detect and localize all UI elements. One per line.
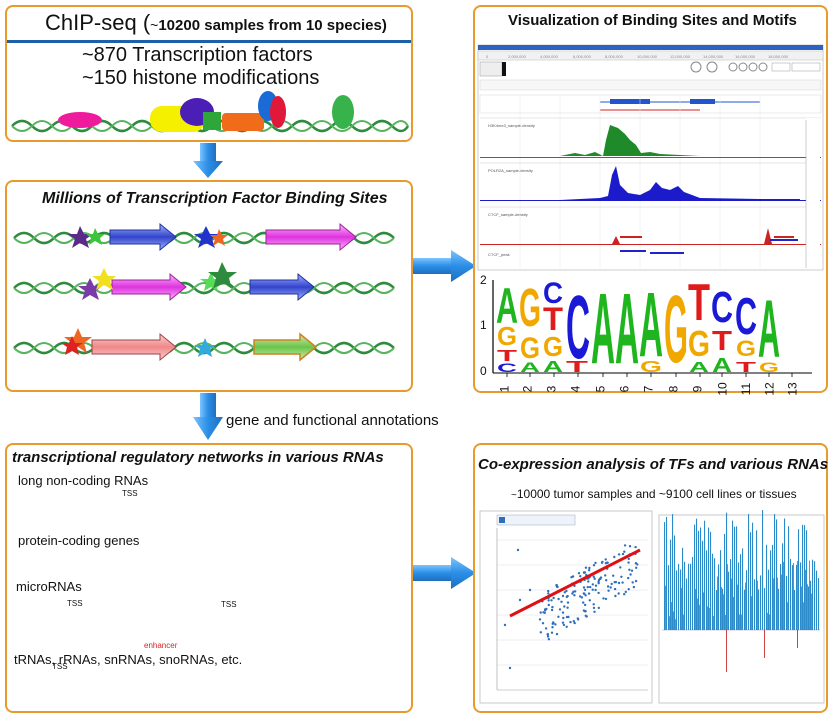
arrow-down-1 <box>193 143 223 178</box>
motif-xtick-13: 13 <box>785 382 800 396</box>
motif-ytick-2: 2 <box>480 273 487 287</box>
motif-xtick-5: 5 <box>593 385 608 393</box>
coexpression-subtitle-tilde: ~ <box>511 490 517 501</box>
visualization-title: Visualization of Binding Sites and Motif… <box>508 12 797 29</box>
motif-xtick-3: 3 <box>544 385 559 393</box>
motif-xtick-4: 4 <box>568 385 583 393</box>
chipseq-tf-count: ~870 Transcription factors <box>82 44 313 66</box>
tfbs-panel <box>5 180 413 392</box>
networks-panel <box>5 443 413 713</box>
coexpression-panel <box>473 443 828 713</box>
trna-tss: TSS <box>52 662 68 671</box>
arrow-right-1 <box>413 250 476 282</box>
microrna-tss-1: TSS <box>67 599 83 608</box>
browser-track-label-3: CTCF_sample-density <box>488 212 528 217</box>
browser-track-label-1: H3K4me3_sample-density <box>488 123 535 128</box>
motif-xtick-1: 1 <box>497 385 512 393</box>
motif-xtick-10: 10 <box>715 382 730 396</box>
chipseq-title-tilde: ~ <box>150 17 159 33</box>
chipseq-title-bold: 10200 samples from 10 species) <box>158 17 387 34</box>
microrna-label: microRNAs <box>16 579 82 594</box>
motif-xtick-12: 12 <box>762 382 777 396</box>
protein-coding-label: protein-coding genes <box>18 533 140 548</box>
annotation-label: gene and functional annotations <box>226 412 439 429</box>
motif-ytick-0: 0 <box>480 364 487 378</box>
enhancer-label: enhancer <box>144 641 178 650</box>
chipseq-divider <box>7 40 411 43</box>
lncrna-label: long non-coding RNAs <box>18 473 149 488</box>
coexpression-subtitle-text: 10000 tumor samples and ~9100 cell lines… <box>516 487 797 501</box>
motif-xtick-2: 2 <box>520 385 535 393</box>
chipseq-title-main: ChIP-seq ( <box>45 10 151 35</box>
motif-xtick-8: 8 <box>666 385 681 393</box>
motif-xtick-9: 9 <box>690 385 705 393</box>
chipseq-title: ChIP-seq (~10200 samples from 10 species… <box>45 10 387 36</box>
trna-label: tRNAs, rRNAs, snRNAs, snoRNAs, etc. <box>14 652 243 667</box>
visualization-panel <box>473 5 828 393</box>
tfbs-title: Millions of Transcription Factor Binding… <box>42 190 388 207</box>
arrow-right-2 <box>413 557 476 589</box>
arrow-down-2 <box>193 393 223 440</box>
motif-ytick-1: 1 <box>480 318 487 332</box>
coexpression-subtitle: ~10000 tumor samples and ~9100 cell line… <box>511 487 797 501</box>
chipseq-histone-count: ~150 histone modifications <box>82 67 320 89</box>
browser-track-label-4: CTCF_peak <box>488 252 510 257</box>
motif-xtick-11: 11 <box>739 382 754 396</box>
networks-title: transcriptional regulatory networks in v… <box>12 449 384 466</box>
browser-track-label-2: POLR2A_sample-density <box>488 168 533 173</box>
motif-xtick-7: 7 <box>641 385 656 393</box>
motif-xtick-6: 6 <box>617 385 632 393</box>
microrna-tss-2: TSS <box>221 600 237 609</box>
lncrna-tss: TSS <box>122 489 138 498</box>
coexpression-title: Co-expression analysis of TFs and variou… <box>478 456 829 473</box>
